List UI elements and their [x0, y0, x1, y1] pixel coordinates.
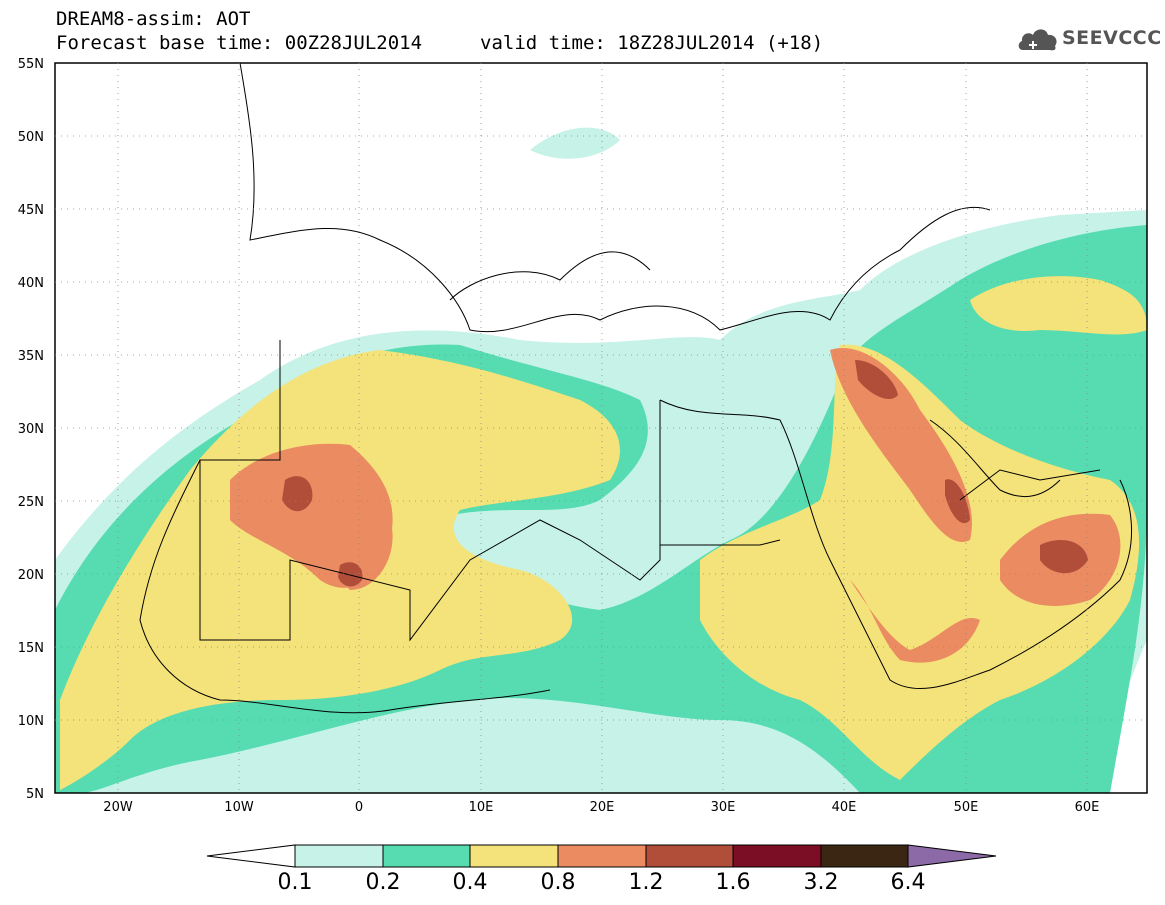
aot-level-1.2-oman	[1040, 540, 1088, 574]
lat-label: 25N	[18, 495, 44, 510]
colorbar-label: 0.1	[277, 870, 313, 895]
longitude-labels: 20W 10W 0 10E 20E 30E 40E 50E 60E	[103, 800, 1099, 815]
lon-label: 10E	[469, 800, 494, 815]
aot-level-0.8-sahel	[320, 512, 393, 590]
aot-level-1.2-mali	[338, 562, 363, 587]
lat-label: 20N	[18, 568, 44, 583]
lon-label: 50E	[954, 800, 979, 815]
forecast-base-time: Forecast base time: 00Z28JUL2014	[56, 32, 423, 54]
seevccc-logo: SEEVCCC	[1017, 24, 1161, 56]
lon-label: 20E	[590, 800, 615, 815]
aot-level-0.4-arabia	[700, 344, 1140, 780]
lon-label: 10W	[224, 800, 254, 815]
colorbar-label: 0.8	[540, 870, 576, 895]
map-title: DREAM8-assim: AOT	[56, 8, 251, 30]
aot-level-1.2-algeria	[282, 476, 313, 512]
aot-level-0.4-iran	[970, 276, 1147, 335]
lon-label: 0	[355, 800, 363, 815]
colorbar-label: 3.2	[803, 870, 839, 895]
colorbar-labels: 0.1 0.2 0.4 0.8 1.2 1.6 3.2 6.4	[0, 870, 1165, 900]
aot-level-0.1-europe	[530, 127, 620, 159]
lat-label: 15N	[18, 641, 44, 656]
cloud-icon	[1018, 29, 1057, 51]
colorbar-cell	[382, 844, 471, 868]
colorbar-cell	[732, 844, 822, 868]
colorbar-cell	[294, 844, 384, 868]
colorbar-cell-over	[907, 844, 997, 868]
colorbar-cell-under	[206, 844, 296, 868]
colorbar-label: 0.4	[452, 870, 488, 895]
lat-label: 40N	[18, 276, 44, 291]
lat-label: 5N	[26, 787, 44, 802]
lat-label: 10N	[18, 714, 44, 729]
colorbar-cell	[820, 844, 909, 868]
lon-label: 20W	[103, 800, 133, 815]
colorbar	[206, 844, 997, 868]
aot-level-1.2-iraq	[855, 360, 898, 400]
colorbar-cell	[469, 844, 559, 868]
logo-text: SEEVCCC	[1062, 27, 1162, 49]
lon-label: 60E	[1075, 800, 1100, 815]
aot-level-1.2-gulf	[945, 479, 970, 524]
colorbar-cell	[557, 844, 647, 868]
lat-label: 50N	[18, 130, 44, 145]
gridlines	[55, 63, 1147, 793]
latitude-labels: 55N 50N 45N 40N 35N 30N 25N 20N 15N 10N …	[18, 57, 44, 802]
lat-label: 35N	[18, 349, 44, 364]
lon-label: 30E	[711, 800, 736, 815]
lat-label: 30N	[18, 422, 44, 437]
colorbar-label: 6.4	[890, 870, 926, 895]
colorbar-label: 0.2	[365, 870, 401, 895]
lon-label: 40E	[832, 800, 857, 815]
colorbar-label: 1.6	[715, 870, 751, 895]
valid-time: valid time: 18Z28JUL2014 (+18)	[480, 32, 824, 54]
colorbar-label: 1.2	[628, 870, 664, 895]
lat-label: 55N	[18, 57, 44, 72]
aot-level-0.8-yemen	[850, 580, 980, 663]
aot-level-0.8-iraq	[830, 348, 972, 542]
colorbar-cell	[645, 844, 734, 868]
coastlines	[139, 63, 1132, 714]
lat-label: 45N	[18, 203, 44, 218]
